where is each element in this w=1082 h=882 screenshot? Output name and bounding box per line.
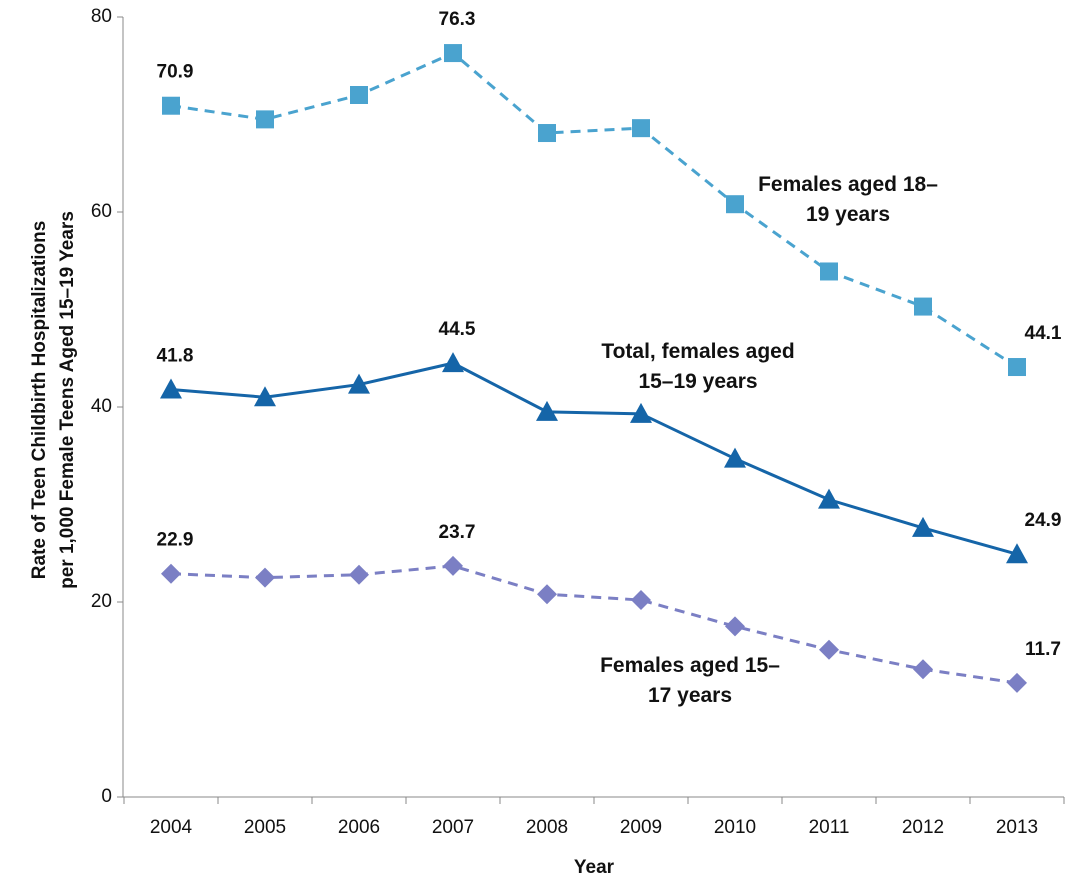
marker xyxy=(819,639,839,660)
data-label: 23.7 xyxy=(439,522,476,543)
marker xyxy=(349,564,369,585)
marker xyxy=(536,400,558,421)
marker xyxy=(630,402,652,423)
marker xyxy=(725,616,745,637)
y-axis-title: Rate of Teen Childbirth Hospitalizations xyxy=(29,221,50,580)
marker xyxy=(1007,672,1027,693)
marker xyxy=(1006,543,1028,564)
marker xyxy=(913,659,933,680)
marker xyxy=(162,96,180,115)
marker xyxy=(631,590,651,611)
data-label: 22.9 xyxy=(157,530,194,551)
series-line xyxy=(170,564,1018,685)
y-tick-label: 80 xyxy=(91,6,112,27)
marker xyxy=(632,119,650,138)
data-label: 44.1 xyxy=(1025,323,1062,344)
x-tick-label: 2006 xyxy=(338,817,380,838)
data-label: 11.7 xyxy=(1025,639,1061,660)
marker xyxy=(256,110,274,129)
marker xyxy=(537,584,557,605)
x-tick-label: 2004 xyxy=(150,817,193,838)
marker xyxy=(912,516,934,537)
marker xyxy=(444,44,462,63)
marker xyxy=(820,262,838,281)
data-label: 24.9 xyxy=(1025,510,1062,531)
y-tick-label: 40 xyxy=(91,396,112,417)
marker xyxy=(1008,358,1026,377)
series-line xyxy=(170,51,1018,369)
data-label: 70.9 xyxy=(157,62,194,83)
x-axis-title: Year xyxy=(574,857,615,878)
marker xyxy=(726,195,744,214)
y-tick-label: 60 xyxy=(91,201,112,222)
x-tick-label: 2007 xyxy=(432,817,474,838)
marker xyxy=(818,488,840,509)
marker xyxy=(914,297,932,316)
marker xyxy=(442,352,464,373)
x-tick-label: 2012 xyxy=(902,817,944,838)
x-tick-label: 2013 xyxy=(996,817,1038,838)
annotation: Females aged 15–17 years xyxy=(600,654,780,707)
y-tick-label: 20 xyxy=(91,591,112,612)
annotation: Females aged 18–19 years xyxy=(758,173,938,226)
x-tick-label: 2008 xyxy=(526,817,568,838)
marker xyxy=(255,567,275,588)
data-label: 76.3 xyxy=(439,9,476,30)
x-tick-label: 2011 xyxy=(809,817,850,838)
data-label: 41.8 xyxy=(157,345,194,366)
marker xyxy=(160,378,182,399)
y-tick-label: 0 xyxy=(101,786,112,807)
marker xyxy=(254,386,276,407)
annotation: Total, females aged 15–19 years xyxy=(601,340,795,393)
marker xyxy=(443,555,463,576)
x-tick-label: 2005 xyxy=(244,817,286,838)
marker xyxy=(724,447,746,468)
marker xyxy=(350,86,368,104)
marker xyxy=(161,563,181,584)
x-tick-label: 2009 xyxy=(620,817,662,838)
y-axis-title: per 1,000 Female Teens Aged 15–19 Years xyxy=(57,211,78,589)
series-line xyxy=(170,361,1018,556)
marker xyxy=(348,373,370,394)
x-tick-label: 2010 xyxy=(714,817,756,838)
marker xyxy=(538,124,556,143)
data-label: 44.5 xyxy=(439,319,476,340)
